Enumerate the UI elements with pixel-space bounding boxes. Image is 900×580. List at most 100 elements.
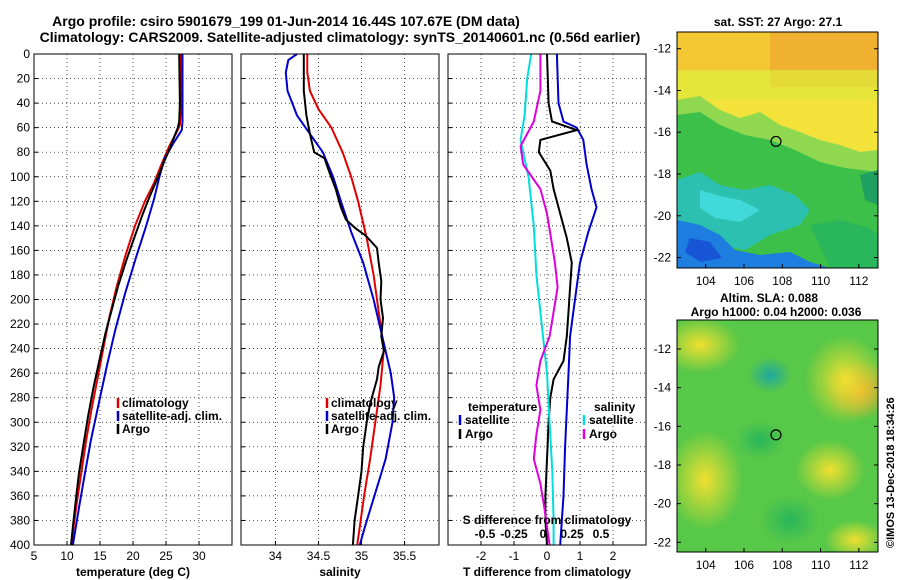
- map-top-axes-tick-label-y: -14: [654, 83, 672, 97]
- diff-legend-salinity-label: Argo: [589, 427, 617, 441]
- diff-legend-temperature-label: satellite: [465, 413, 510, 427]
- depth-tick-label: 220: [10, 317, 30, 331]
- title-line-1: Argo profile: csiro 5901679_199 01-Jun-2…: [52, 13, 520, 29]
- map-top-axes-tick-label-x: 110: [811, 274, 830, 288]
- diff-legend-salinity-title: salinity: [594, 400, 636, 414]
- sla-map-frame: [676, 319, 879, 553]
- salinity-tick-label-x: 34: [269, 549, 283, 563]
- depth-tick-label: 100: [10, 170, 30, 184]
- salinity-tick-label-x: 35: [355, 549, 369, 563]
- map-top-axes-tick-label-x: 112: [849, 274, 868, 288]
- map-top-axes-tick-label-x: 108: [772, 274, 792, 288]
- salinity-frame: [240, 53, 440, 546]
- difference-series-s-argo: [519, 54, 559, 546]
- diff-legend-temperature-label: Argo: [465, 427, 493, 441]
- sla-argo-position-marker: [770, 429, 782, 441]
- map-bot-axes-tick-label-x: 104: [696, 558, 716, 572]
- difference-tick-label-x: 2: [610, 549, 617, 563]
- diff-s-tick-label: -0.25: [500, 527, 528, 541]
- depth-tick-label: 180: [10, 268, 30, 282]
- sst-map-frame: [676, 31, 879, 269]
- salinity-tick-label-x: 35.5: [393, 549, 417, 563]
- depth-tick-label: 20: [17, 72, 31, 86]
- depth-tick-label: 280: [10, 391, 30, 405]
- difference-panel: -2 -1 0 1 2 T difference from climatology temp…: [447, 53, 647, 579]
- difference-frame: [447, 53, 647, 546]
- map-bot-axes-tick-label-y: -22: [654, 535, 672, 549]
- depth-tick-label: 320: [10, 440, 30, 454]
- imos-timestamp: ©IMOS 13-Dec-2018 18:34:26: [885, 397, 897, 548]
- depth-tick-label: 80: [17, 145, 31, 159]
- diff-legend-salinity-label: satellite: [589, 413, 634, 427]
- diff-s-tick-label: -0.5: [475, 527, 496, 541]
- sst-argo-position-marker: [770, 135, 782, 148]
- temperature-tick-label-x: 5: [31, 549, 38, 563]
- diff-s-tick-label: 0.5: [593, 527, 610, 541]
- map-top-axes-tick-label-y: -18: [654, 167, 672, 181]
- depth-tick-label: 380: [10, 513, 30, 527]
- difference-series-t-satellite: [555, 53, 598, 546]
- depth-tick-label: 120: [10, 194, 30, 208]
- depth-tick-label: 360: [10, 489, 30, 503]
- depth-tick-label: 0: [23, 47, 30, 61]
- temperature-legend-label: climatology: [122, 396, 189, 410]
- depth-tick-label: 300: [10, 415, 30, 429]
- sla-map-axes: -12 -14 -16 -18 -20 -22 104 106 108 110 112: [654, 342, 878, 572]
- salinity-x-label: salinity: [319, 565, 361, 579]
- sst-map-axes: -12 -14 -16 -18 -20 -22 104 106 108 110 112: [654, 42, 878, 288]
- difference-tick-label-x: 0: [544, 549, 551, 563]
- difference-series-t-argo: [537, 53, 581, 546]
- salinity-series-satellite-adj-clim-: [284, 53, 396, 546]
- map-bot-axes-tick-label-y: -16: [654, 419, 672, 433]
- map-top-axes-tick-label-y: -22: [654, 251, 672, 265]
- map-bot-axes-tick-label-x: 112: [849, 558, 868, 572]
- difference-tick-label-x: 1: [577, 549, 584, 563]
- temperature-panel: 5 10 15 20 25 3002040608010012014016018020022…: [10, 47, 233, 579]
- depth-tick-label: 340: [10, 464, 30, 478]
- sla-map-image: [677, 320, 878, 552]
- salinity-panel: 34 34.5 35 35.5 salinity climatologysatellite…: [240, 53, 440, 579]
- map-top-axes-tick-label-x: 104: [696, 274, 716, 288]
- title-line-2: Climatology: CARS2009. Satellite-adjuste…: [40, 29, 641, 45]
- depth-tick-label: 60: [17, 121, 31, 135]
- temperature-series-argo: [70, 53, 181, 546]
- map-top-axes-tick-label-x: 106: [734, 274, 754, 288]
- difference-tick-label-x: -1: [509, 549, 520, 563]
- salinity-legend-label: Argo: [331, 422, 359, 436]
- temperature-tick-label-x: 10: [60, 549, 74, 563]
- depth-tick-label: 160: [10, 243, 30, 257]
- depth-tick-label: 400: [10, 538, 30, 552]
- salinity-series-climatology: [306, 54, 385, 546]
- map-bot-axes-tick-label-y: -18: [654, 458, 672, 472]
- depth-tick-label: 140: [10, 219, 30, 233]
- temperature-tick-label-x: 30: [192, 549, 206, 563]
- salinity-series-argo: [302, 54, 385, 546]
- temperature-legend-label: Argo: [122, 422, 150, 436]
- depth-tick-label: 240: [10, 342, 30, 356]
- difference-x-label: T difference from climatology: [463, 565, 631, 579]
- sst-map-image: [677, 32, 878, 268]
- diff-s-tick-label: 0.25: [560, 527, 584, 541]
- sla-map-title-line-1: Altim. SLA: 0.088: [720, 291, 818, 305]
- map-top-axes-tick-label-y: -12: [654, 42, 672, 56]
- diff-s-tick-label: 0: [540, 527, 547, 541]
- map-top-axes-tick-label-y: -16: [654, 125, 672, 139]
- map-bot-axes-tick-label-x: 106: [734, 558, 754, 572]
- depth-tick-label: 260: [10, 366, 30, 380]
- sla-map-title-line-2: Argo h1000: 0.04 h2000: 0.036: [691, 305, 862, 319]
- temperature-series-satellite-adj-clim-: [71, 54, 184, 546]
- temperature-tick-label-x: 20: [126, 549, 140, 563]
- temperature-tick-label-x: 15: [93, 549, 107, 563]
- map-top-axes-tick-label-y: -20: [654, 209, 672, 223]
- difference-series-s-satellite: [519, 53, 555, 545]
- salinity-tick-label-x: 34.5: [307, 549, 331, 563]
- map-bot-axes-tick-label-y: -12: [654, 342, 672, 356]
- diff-s-axis-label: S difference from climatology: [463, 513, 632, 527]
- depth-tick-label: 40: [17, 96, 31, 110]
- sst-map-title: sat. SST: 27 Argo: 27.1: [714, 15, 843, 29]
- temperature-tick-label-x: 25: [159, 549, 173, 563]
- temperature-x-label: temperature (deg C): [76, 565, 190, 579]
- depth-tick-label: 200: [10, 293, 30, 307]
- map-bot-axes-tick-label-x: 108: [772, 558, 792, 572]
